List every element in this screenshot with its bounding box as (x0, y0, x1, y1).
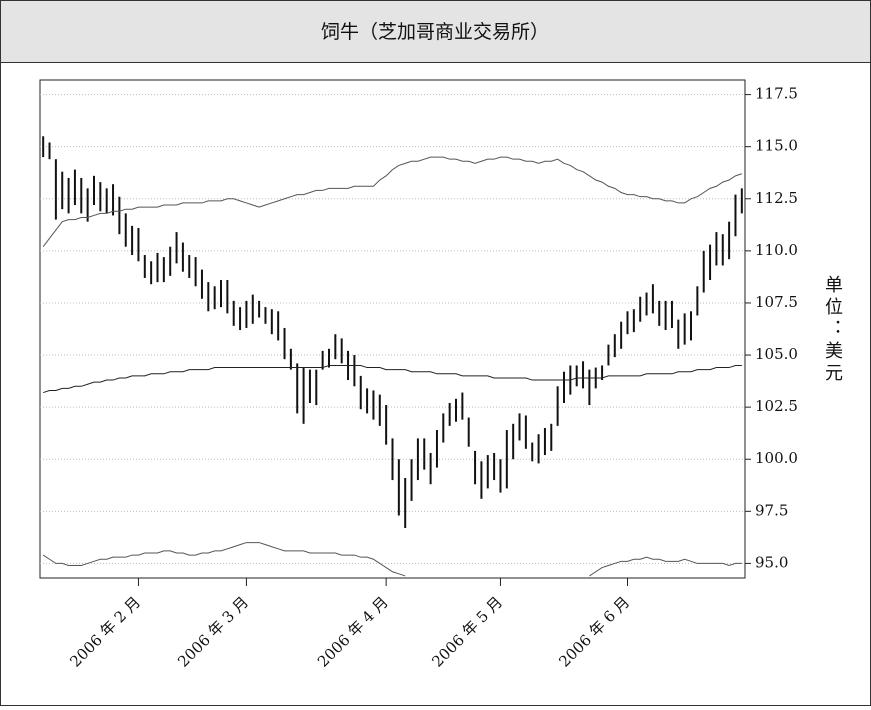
y-tick-label: 117.5 (755, 85, 798, 103)
indicator-line (43, 364, 742, 394)
y-axis-label: 单位：美元 (822, 275, 843, 385)
indicator-line (42, 156, 742, 247)
chart-title: 饲牛（芝加哥商业交易所） (321, 21, 549, 43)
y-tick-label: 97.5 (755, 501, 788, 519)
y-tick-label: 102.5 (755, 397, 798, 415)
y-tick-label: 105.0 (755, 345, 798, 363)
y-tick-label: 115.0 (755, 137, 798, 155)
plot-area (39, 79, 746, 579)
title-band (0, 0, 871, 63)
y-tick-label: 107.5 (755, 293, 798, 311)
y-tick-label: 110.0 (755, 241, 798, 259)
indicator-line (589, 556, 742, 577)
indicator-line (42, 542, 406, 577)
y-tick-label: 100.0 (755, 449, 798, 467)
y-tick-label: 95.0 (755, 553, 788, 571)
y-tick-label: 112.5 (755, 189, 798, 207)
